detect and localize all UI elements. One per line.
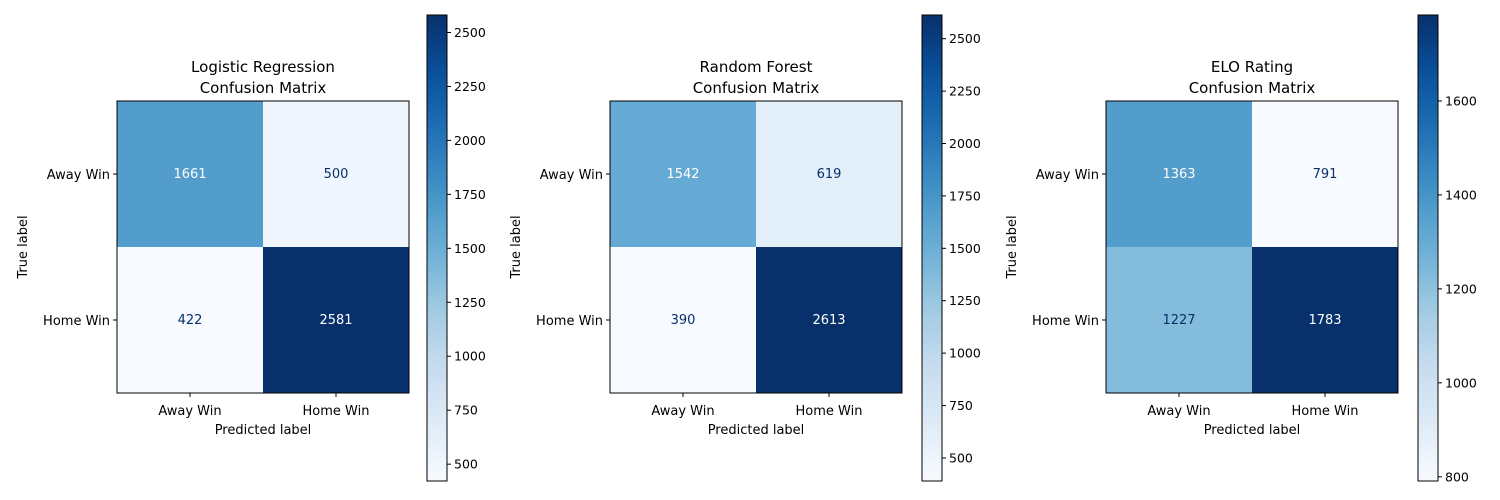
- y-tick-label: Away Win: [540, 168, 603, 183]
- x-tick-label: Away Win: [1147, 404, 1210, 419]
- colorbar-tick-label: 1500: [454, 241, 486, 256]
- matrix-cell: [756, 101, 902, 247]
- axes-frame: [609, 100, 903, 394]
- colorbar-tick-label: 1600: [1445, 93, 1477, 108]
- colorbar-tick-label: 750: [949, 398, 973, 413]
- matrix-cell: [1252, 101, 1398, 247]
- matrix-cell: [1252, 247, 1398, 393]
- cell-value-label: 1542: [666, 167, 699, 182]
- x-tick-label: Home Win: [796, 404, 863, 419]
- colorbar-tick-label: 1200: [1445, 281, 1477, 296]
- colorbar-tick-label: 1000: [454, 349, 486, 364]
- cell-value-label: 619: [817, 167, 842, 182]
- matrix-cell: [1106, 247, 1252, 393]
- chart-subtitle: Confusion Matrix: [200, 79, 327, 97]
- colorbar-tick-label: 1500: [949, 241, 981, 256]
- chart-subtitle: Confusion Matrix: [693, 79, 820, 97]
- colorbar-tick-label: 2000: [454, 133, 486, 148]
- colorbar-tick-label: 1000: [1445, 375, 1477, 390]
- x-tick-label: Away Win: [651, 404, 714, 419]
- chart-title: Random Forest: [700, 58, 813, 76]
- colorbar-tick-label: 800: [1445, 469, 1469, 484]
- colorbar-tick-label: 1250: [454, 295, 486, 310]
- x-tick-label: Away Win: [158, 404, 221, 419]
- colorbar-tick-label: 2000: [949, 136, 981, 151]
- axes-frame: [1105, 100, 1399, 394]
- colorbar-tick-label: 2250: [454, 79, 486, 94]
- y-tick-label: Home Win: [536, 314, 603, 329]
- colorbar-tick-label: 1250: [949, 293, 981, 308]
- chart-title: ELO Rating: [1211, 58, 1293, 76]
- matrix-cell: [263, 247, 409, 393]
- cell-value-label: 2581: [319, 313, 352, 328]
- colorbar: [426, 14, 448, 482]
- matrix-cell: [263, 101, 409, 247]
- matrix-cell: [117, 247, 263, 393]
- y-axis-label: True label: [1005, 215, 1020, 279]
- cell-value-label: 791: [1313, 167, 1338, 182]
- chart-title: Logistic Regression: [191, 58, 335, 76]
- colorbar-tick-label: 1750: [949, 188, 981, 203]
- x-axis-label: Predicted label: [1204, 423, 1301, 438]
- y-tick-label: Away Win: [47, 168, 110, 183]
- x-tick-label: Home Win: [303, 404, 370, 419]
- matrix-cell: [610, 101, 756, 247]
- y-axis-label: True label: [16, 215, 31, 279]
- cell-value-label: 2613: [812, 313, 845, 328]
- axes-frame: [116, 100, 410, 394]
- cell-value-label: 1661: [173, 167, 206, 182]
- colorbar-tick-label: 2500: [949, 31, 981, 46]
- cell-value-label: 422: [178, 313, 203, 328]
- colorbar-tick-label: 750: [454, 403, 478, 418]
- matrix-cell: [1106, 101, 1252, 247]
- colorbar-tick-label: 500: [454, 457, 478, 472]
- colorbar-tick-label: 2250: [949, 84, 981, 99]
- colorbar: [1417, 14, 1439, 482]
- y-tick-label: Home Win: [1032, 314, 1099, 329]
- colorbar-tick-label: 1750: [454, 187, 486, 202]
- matrix-cell: [756, 247, 902, 393]
- colorbar: [921, 14, 943, 482]
- cell-value-label: 1783: [1308, 313, 1341, 328]
- y-tick-label: Away Win: [1036, 168, 1099, 183]
- x-tick-label: Home Win: [1292, 404, 1359, 419]
- cell-value-label: 1227: [1162, 313, 1195, 328]
- colorbar-tick-label: 500: [949, 450, 973, 465]
- colorbar-tick-label: 1400: [1445, 187, 1477, 202]
- colorbar-tick-label: 2500: [454, 25, 486, 40]
- chart-panel-1: Logistic Regression Confusion Matrix 1661 5…: [16, 14, 486, 482]
- chart-subtitle: Confusion Matrix: [1189, 79, 1316, 97]
- x-axis-label: Predicted label: [215, 423, 312, 438]
- colorbar-tick-label: 1000: [949, 346, 981, 361]
- matrix-cell: [610, 247, 756, 393]
- cell-value-label: 390: [671, 313, 696, 328]
- cell-value-label: 1363: [1162, 167, 1195, 182]
- chart-panel-2: Random Forest Confusion Matrix 1542 619 390 2…: [509, 14, 981, 482]
- cell-value-label: 500: [324, 167, 349, 182]
- x-axis-label: Predicted label: [708, 423, 805, 438]
- matrix-cell: [117, 101, 263, 247]
- y-tick-label: Home Win: [43, 314, 110, 329]
- chart-panel-3: ELO Rating Confusion Matrix 1363 791 1227 178…: [1005, 14, 1477, 484]
- y-axis-label: True label: [509, 215, 524, 279]
